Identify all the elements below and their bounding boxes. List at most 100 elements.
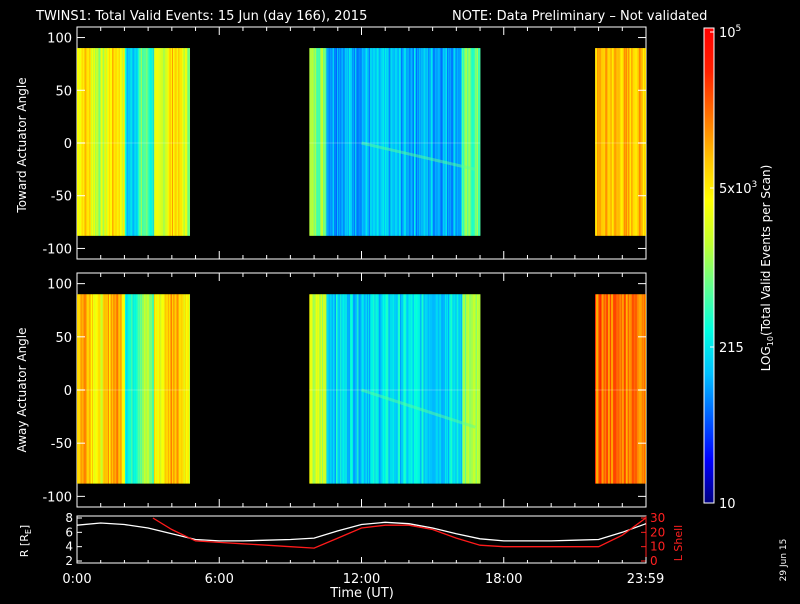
x-tick-label: 23:59: [627, 572, 664, 587]
heatmap-column: [636, 294, 639, 484]
heatmap-column: [439, 48, 441, 236]
heatmap-column: [406, 48, 408, 236]
y-tick-label: 0: [64, 384, 72, 399]
heatmap-column: [142, 294, 144, 484]
heatmap-column: [424, 48, 427, 236]
heatmap-column: [368, 294, 370, 484]
heatmap-column: [450, 294, 452, 484]
heatmap-column: [355, 48, 357, 236]
heatmap-column: [114, 294, 116, 484]
heatmap-column: [436, 294, 438, 484]
heatmap-column: [167, 48, 170, 236]
heatmap-column: [327, 48, 329, 236]
heatmap-column: [625, 294, 628, 484]
heatmap-column: [433, 48, 435, 236]
heatmap-column: [105, 294, 108, 484]
heatmap-column: [402, 294, 404, 484]
heatmap-column: [150, 294, 153, 484]
heatmap-column: [334, 48, 337, 236]
heatmap-column: [184, 48, 187, 236]
heatmap-column: [138, 48, 141, 236]
heatmap-column: [630, 48, 632, 236]
heatmap-column: [382, 48, 385, 236]
heatmap-column: [470, 294, 472, 484]
heatmap-column: [643, 48, 645, 236]
y-tick-label: -50: [51, 190, 72, 205]
heatmap-column: [427, 48, 430, 236]
heatmap-column: [87, 294, 90, 484]
heatmap-column: [372, 48, 374, 236]
heatmap-column: [440, 294, 443, 484]
heatmap-column: [102, 48, 105, 236]
heatmap-column: [159, 294, 161, 484]
heatmap-column: [116, 294, 118, 484]
heatmap-column: [91, 48, 94, 236]
heatmap-column: [88, 294, 91, 484]
heatmap-column: [607, 48, 610, 236]
heatmap-column: [95, 48, 97, 236]
heatmap-column: [614, 294, 616, 484]
heatmap-column: [138, 294, 141, 484]
heatmap-column: [178, 48, 180, 236]
heatmap-column: [364, 294, 367, 484]
heatmap-column: [420, 294, 422, 484]
heatmap-column: [117, 294, 120, 484]
heatmap-column: [317, 48, 320, 236]
heatmap-column: [598, 294, 600, 484]
heatmap-column: [146, 294, 148, 484]
heatmap-column: [356, 48, 358, 236]
heatmap-column: [448, 48, 450, 236]
heatmap-column: [98, 48, 100, 236]
heatmap-column: [175, 48, 177, 236]
heatmap-column: [640, 294, 643, 484]
heatmap-column: [127, 294, 129, 484]
heatmap-column: [337, 294, 339, 484]
heatmap-column: [184, 294, 187, 484]
heatmap-column: [104, 48, 107, 236]
heatmap-column: [454, 48, 456, 236]
heatmap-column: [631, 294, 633, 484]
heatmap-column: [81, 294, 83, 484]
heatmap-column: [422, 48, 424, 236]
heatmap-column: [442, 48, 445, 236]
heatmap-column: [338, 48, 340, 236]
heatmap-column: [627, 48, 629, 236]
heatmap-column: [390, 48, 392, 236]
heatmap-column: [377, 48, 380, 236]
heatmap-column: [398, 48, 401, 236]
heatmap-column: [396, 48, 399, 236]
heatmap-column: [162, 48, 164, 236]
orbit-series-radius: [76, 521, 647, 542]
heatmap-column: [320, 294, 322, 484]
heatmap-column: [455, 294, 457, 484]
heatmap-column: [645, 48, 646, 236]
heatmap-column: [187, 294, 190, 484]
heatmap-column: [418, 48, 420, 236]
heatmap-column: [321, 48, 323, 236]
heatmap-column: [376, 294, 379, 484]
heatmap-column: [372, 294, 374, 484]
heatmap-column: [600, 48, 602, 236]
heatmap-column: [129, 294, 131, 484]
heatmap-column: [387, 294, 389, 484]
heatmap-column: [344, 48, 347, 236]
heatmap-column: [605, 48, 608, 236]
y-tick-label: 100: [47, 278, 72, 293]
heatmap-column: [94, 48, 96, 236]
orbit-left-tick-label: 6: [65, 525, 73, 539]
heatmap-column: [477, 294, 480, 484]
heatmap-column: [85, 294, 87, 484]
heatmap-column: [405, 294, 407, 484]
heatmap-column: [107, 48, 110, 236]
heatmap-column: [614, 48, 616, 236]
heatmap-column: [417, 294, 419, 484]
heatmap-column: [352, 294, 354, 484]
heatmap-column: [396, 294, 399, 484]
heatmap-column: [309, 294, 311, 484]
heatmap-column: [466, 294, 468, 484]
heatmap-column: [334, 294, 337, 484]
heatmap-column: [139, 48, 142, 236]
heatmap-column: [360, 48, 363, 236]
heatmap-feature: [361, 388, 476, 429]
